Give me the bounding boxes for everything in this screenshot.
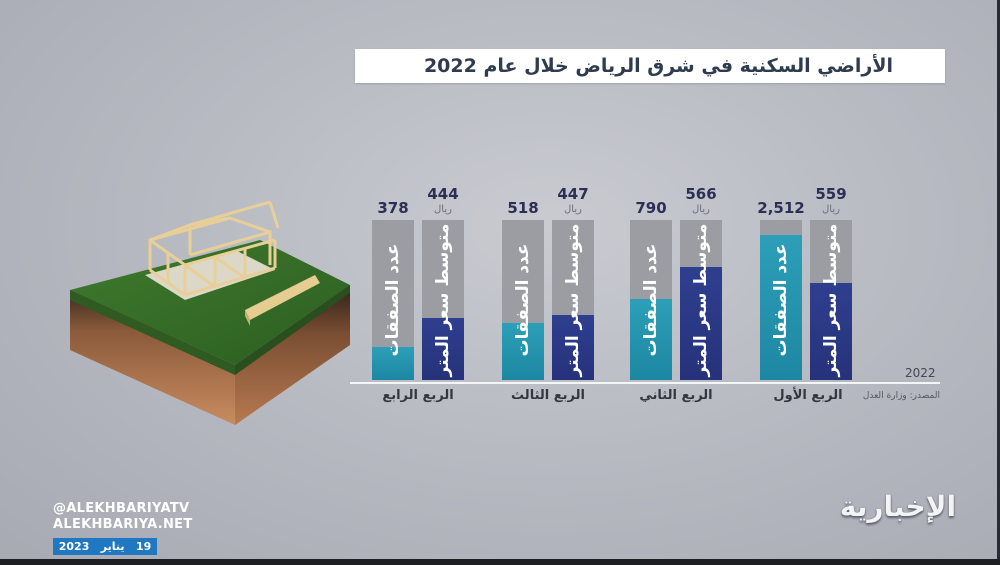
q3-price-unit: ريال [564, 204, 582, 215]
q2-price-bar: متوسط سعر المتر [680, 220, 722, 380]
q3-price-fill [552, 315, 594, 380]
q3-price-bar: متوسط سعر المتر [552, 220, 594, 380]
date-year: 2023 [58, 540, 90, 553]
quarter-label-q2: الربع الثاني [639, 388, 713, 403]
q4-count-value: 378 [377, 199, 409, 217]
date-month: يناير [100, 540, 125, 553]
title-banner: الأراضي السكنية في شرق الرياض خلال عام 2… [355, 49, 945, 83]
q4-count-fill [372, 347, 414, 380]
q4-price-bar: متوسط سعر المتر [422, 220, 464, 380]
q3-count-bar: عدد الصفقات [502, 220, 544, 380]
q3-price-value: 447 [557, 185, 589, 203]
page-title: الأراضي السكنية في شرق الرياض خلال عام 2… [423, 55, 893, 77]
quarter-label-q3: الربع الثالث [511, 388, 585, 403]
q1-price-bar: متوسط سعر المتر [810, 220, 852, 380]
date-day: 19 [135, 540, 152, 553]
website-url: ALEKHBARIYA.NET [53, 517, 193, 532]
social-handles: @ALEKHBARIYATV ALEKHBARIYA.NET [53, 501, 193, 533]
q3-count-value: 518 [507, 199, 539, 217]
source-note: المصدر: وزارة العدل [862, 391, 940, 401]
quarter-label-q4: الربع الرابع [382, 388, 454, 403]
q4-price-label: متوسط سعر المتر [433, 223, 453, 377]
q2-price-fill [680, 267, 722, 380]
q1-count-bar: عدد الصفقات [760, 220, 802, 380]
q3-price-label: متوسط سعر المتر [563, 223, 583, 377]
frame-edge [997, 0, 1000, 565]
q1-price-fill [810, 283, 852, 380]
q1-price-unit: ريال [822, 204, 840, 215]
house-frame-on-land-illustration [70, 200, 350, 425]
frame-bottom-edge [0, 559, 1000, 565]
q1-price-value: 559 [815, 185, 847, 203]
q2-price-value: 566 [685, 185, 717, 203]
channel-logo: الإخبارية [839, 490, 957, 523]
q4-price-unit: ريال [434, 204, 452, 215]
q4-count-bar: عدد الصفقات [372, 220, 414, 380]
chart-baseline [350, 382, 940, 384]
q1-count-label: عدد الصفقات [771, 243, 791, 357]
q2-price-label: متوسط سعر المتر [691, 223, 711, 377]
q4-price-value: 444 [427, 185, 459, 203]
q1-price-label: متوسط سعر المتر [821, 223, 841, 377]
quarter-label-q1: الربع الأول [773, 388, 843, 403]
q3-count-label: عدد الصفقات [513, 243, 533, 357]
q3-count-fill [502, 323, 544, 380]
q2-count-label: عدد الصفقات [641, 243, 661, 357]
q2-count-fill [630, 299, 672, 380]
q4-count-label: عدد الصفقات [383, 243, 403, 357]
twitter-handle: @ALEKHBARIYATV [53, 501, 190, 516]
q4-price-fill [422, 318, 464, 380]
q2-count-bar: عدد الصفقات [630, 220, 672, 380]
year-note: 2022 [905, 366, 936, 380]
q1-count-fill [760, 235, 802, 380]
q2-count-value: 790 [635, 199, 667, 217]
q2-price-unit: ريال [692, 204, 710, 215]
date-badge: 19 يناير 2023 [53, 538, 157, 555]
q1-count-value: 2,512 [757, 199, 805, 217]
